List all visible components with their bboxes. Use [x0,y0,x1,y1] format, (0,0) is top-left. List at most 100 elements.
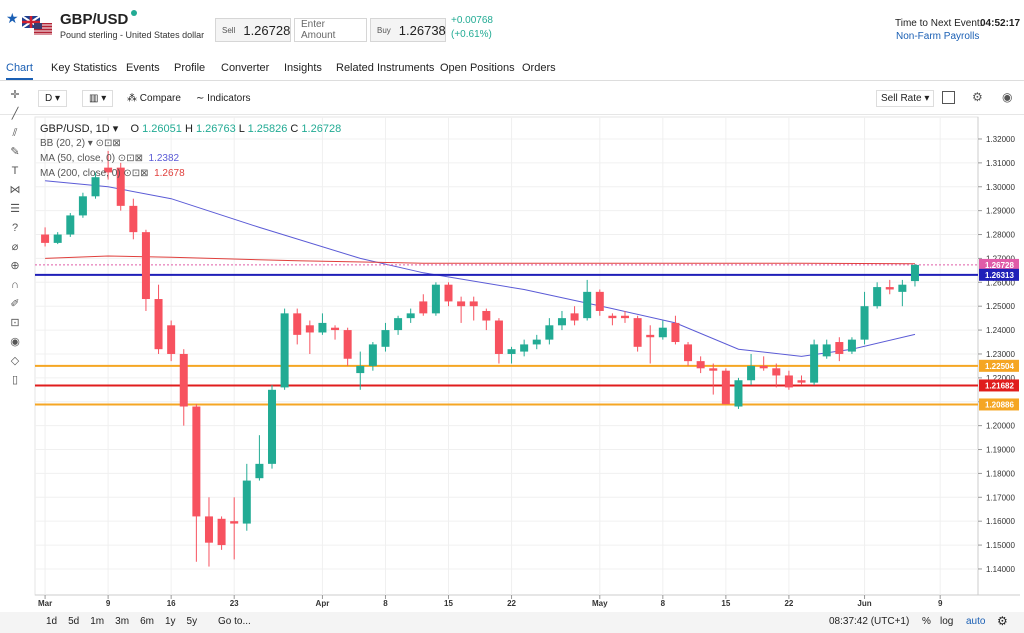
candle-body [520,344,529,352]
buy-label: Buy [377,25,391,35]
tool[interactable]: ▯ [11,374,19,386]
change: +0.00768 [451,15,493,26]
tool[interactable]: ⊡ [10,317,20,329]
tab[interactable]: Profile [174,62,206,74]
range-button[interactable]: 1y [164,616,176,627]
candle-body [721,370,730,405]
candle-body [192,406,201,517]
tab[interactable]: Key Statistics [51,62,118,74]
h-label: H [184,123,193,135]
range-button[interactable]: 5y [186,616,198,627]
goto[interactable]: Go to... [218,616,251,627]
y-tick-label: 1.24000 [986,326,1015,335]
candle-body [293,313,302,335]
tool[interactable]: T [11,165,19,177]
candle-body [595,291,604,311]
sell-rate[interactable]: Sell Rate ▾ [876,90,935,107]
candle-body [78,196,87,216]
camera[interactable]: ◉ [1002,90,1013,104]
star-icon[interactable]: ★ [6,10,19,26]
range-button[interactable]: 5d [68,616,80,627]
tool[interactable]: ⋈ [9,184,21,196]
ma-value: 1.2382 [148,153,180,164]
interval[interactable]: D ▾ [38,90,68,107]
tool[interactable]: ◇ [10,355,20,367]
tool[interactable]: ✐ [10,298,20,310]
chart-type[interactable]: ▥ ▾ [82,90,114,107]
ma-value: 1.2678 [154,168,185,179]
candle-body [747,365,756,381]
log-toggle[interactable]: log [940,616,954,627]
plot-frame [34,116,979,596]
compare-label: Compare [139,93,181,104]
range-button[interactable]: 6m [140,616,154,627]
tool[interactable]: ☰ [10,203,20,215]
indicators[interactable]: ∼ Indicators [196,93,251,104]
candle-body [116,167,125,206]
tool[interactable]: ⌀ [11,241,19,253]
fullscreen[interactable] [942,91,955,104]
range-button[interactable]: 1d [46,616,58,627]
candle-body [381,330,390,347]
tool[interactable]: ∩ [11,279,19,291]
tool[interactable]: ⫽ [12,127,18,139]
sell-rate-label: Sell Rate [881,93,922,104]
y-tick-label: 1.20000 [986,422,1015,431]
description: Pound sterling - United States dollar [60,30,205,40]
tool[interactable]: ◉ [10,336,20,348]
level-label: 1.26313 [985,271,1014,280]
tab[interactable]: Insights [284,62,322,74]
flags [22,16,52,35]
x-tick-label: Mar [38,599,52,608]
tab[interactable]: Chart [6,62,33,80]
candle-body [280,313,289,388]
candle-body [356,365,365,374]
candle-body [532,339,541,345]
candle-body [621,315,630,319]
sell-button[interactable]: Sell 1.26728 [215,18,291,42]
level-label: 1.22504 [985,362,1014,371]
candle-body [709,368,718,371]
indicators-label: Indicators [207,93,251,104]
footer-settings[interactable]: ⚙ [997,614,1008,628]
tool[interactable]: ✎ [10,146,20,158]
tab[interactable]: Related Instruments [336,62,435,74]
candle-body [557,318,566,326]
candle-body [734,380,743,407]
y-tick-label: 1.15000 [986,541,1015,550]
percent-toggle[interactable]: % [922,616,931,627]
candle-body [646,334,655,338]
candle-body [545,325,554,340]
o-label: O [130,123,140,135]
y-tick-label: 1.31000 [986,159,1015,168]
buy-button[interactable]: Buy 1.26738 [370,18,446,42]
event-name[interactable]: Non-Farm Payrolls [896,31,980,42]
settings[interactable]: ⚙ [972,90,983,104]
y-tick-label: 1.25000 [986,302,1015,311]
amount-input[interactable]: Enter Amount [294,18,367,42]
tab[interactable]: Converter [221,62,270,74]
candle-body [759,365,768,369]
tool[interactable]: ╱ [11,108,19,120]
tab[interactable]: Events [126,62,160,74]
l-value: 1.25826 [247,123,288,135]
candle-body [797,380,806,383]
sell-price: 1.26728 [243,22,291,38]
interval-label: D [45,93,53,104]
tab[interactable]: Open Positions [440,62,515,74]
y-tick-label: 1.30000 [986,183,1015,192]
range-button[interactable]: 3m [115,616,130,627]
y-tick-label: 1.16000 [986,517,1015,526]
x-tick-label: May [592,599,608,608]
compare[interactable]: ⁂ Compare [127,93,181,104]
auto-toggle[interactable]: auto [966,616,986,627]
tool[interactable]: ✛ [10,89,20,101]
tool[interactable]: ⊕ [10,260,20,272]
tab[interactable]: Orders [522,62,556,74]
tool[interactable]: ? [11,222,19,234]
ma-label: MA (50, close, 0) [40,153,116,164]
l-label: L [238,123,245,135]
range-button[interactable]: 1m [90,616,105,627]
x-tick-label: Apr [316,599,330,608]
